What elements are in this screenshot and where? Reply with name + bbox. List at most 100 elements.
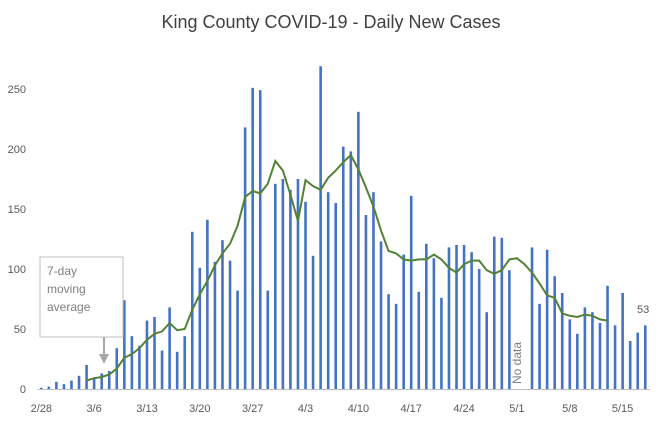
bar bbox=[274, 183, 277, 389]
bar bbox=[425, 243, 428, 389]
bar bbox=[258, 90, 262, 389]
bar bbox=[55, 381, 58, 389]
moving-average-callout: 7-day moving average bbox=[39, 256, 124, 364]
bar bbox=[251, 87, 254, 390]
bar bbox=[145, 320, 149, 389]
bar bbox=[281, 179, 285, 389]
bar bbox=[409, 195, 413, 389]
bar bbox=[560, 293, 564, 389]
bar bbox=[455, 245, 458, 389]
x-tick-label: 2/28 bbox=[31, 403, 52, 415]
bar bbox=[123, 300, 126, 389]
bar bbox=[364, 215, 368, 389]
bar bbox=[213, 261, 217, 389]
x-tick-label: 3/27 bbox=[242, 403, 263, 415]
bar bbox=[583, 307, 587, 389]
bar bbox=[591, 312, 594, 389]
bar-series bbox=[39, 66, 647, 390]
bar bbox=[304, 201, 307, 389]
bar bbox=[77, 375, 81, 389]
bar bbox=[636, 332, 640, 389]
x-tick-label: 3/13 bbox=[136, 403, 157, 415]
bar bbox=[440, 297, 443, 389]
x-tick-label: 5/8 bbox=[562, 403, 577, 415]
bar bbox=[70, 380, 73, 389]
y-tick-label: 200 bbox=[8, 144, 26, 156]
y-axis: 0 50 100 150 200 250 bbox=[8, 84, 26, 396]
bar bbox=[236, 290, 239, 389]
bar bbox=[530, 247, 534, 389]
y-tick-label: 100 bbox=[8, 264, 26, 276]
bar bbox=[175, 351, 179, 389]
bar bbox=[39, 387, 43, 389]
bar bbox=[349, 151, 353, 389]
bar bbox=[243, 127, 247, 390]
bar bbox=[447, 247, 451, 389]
callout-line-2: moving bbox=[47, 282, 86, 296]
bar bbox=[160, 350, 164, 389]
bar bbox=[138, 345, 141, 389]
chart-title: King County COVID-19 - Daily New Cases bbox=[161, 12, 500, 32]
callout-box bbox=[39, 256, 124, 338]
bar bbox=[266, 290, 270, 389]
x-tick-label: 5/15 bbox=[612, 403, 633, 415]
bar bbox=[628, 341, 632, 389]
bar bbox=[553, 276, 556, 389]
y-tick-label: 250 bbox=[8, 84, 26, 96]
bar bbox=[357, 111, 360, 390]
bar bbox=[183, 336, 187, 389]
bar bbox=[508, 270, 511, 389]
bar bbox=[402, 254, 405, 389]
bar bbox=[311, 255, 315, 389]
bar bbox=[613, 325, 617, 389]
bar bbox=[485, 312, 489, 389]
bar bbox=[606, 285, 609, 389]
bar bbox=[500, 237, 504, 389]
bar bbox=[372, 192, 375, 389]
callout-arrow-head bbox=[99, 354, 109, 364]
y-tick-label: 150 bbox=[8, 204, 26, 216]
bar bbox=[228, 260, 232, 389]
bar bbox=[289, 189, 292, 389]
bar bbox=[621, 293, 624, 389]
bar bbox=[568, 319, 572, 389]
bar bbox=[221, 240, 224, 389]
bar bbox=[492, 236, 496, 389]
bar bbox=[92, 378, 96, 389]
y-tick-label: 0 bbox=[20, 384, 26, 396]
bar bbox=[470, 252, 473, 389]
callout-line-1: 7-day bbox=[47, 264, 77, 278]
bar bbox=[198, 267, 202, 389]
bar bbox=[462, 245, 466, 389]
bar bbox=[417, 291, 421, 389]
bar bbox=[296, 179, 300, 389]
x-tick-label: 4/10 bbox=[348, 403, 369, 415]
bar bbox=[206, 219, 209, 389]
x-tick-label: 4/24 bbox=[453, 403, 474, 415]
no-data-label: No data bbox=[510, 342, 524, 384]
bar bbox=[62, 384, 66, 389]
bar bbox=[341, 146, 345, 389]
x-axis: 2/28 3/6 3/13 3/20 3/27 4/3 4/10 4/17 4/24 5/1 5/8… bbox=[31, 403, 634, 415]
bar bbox=[432, 258, 436, 389]
callout-line-3: average bbox=[47, 300, 91, 314]
bar bbox=[326, 192, 330, 389]
bar bbox=[394, 303, 398, 389]
x-tick-label: 4/17 bbox=[400, 403, 421, 415]
bar bbox=[130, 336, 134, 389]
bar bbox=[387, 294, 390, 389]
bar bbox=[153, 317, 156, 389]
moving-average-line bbox=[86, 153, 608, 382]
last-value-label: 53 bbox=[637, 304, 649, 316]
bar bbox=[477, 269, 481, 389]
x-tick-label: 3/20 bbox=[189, 403, 210, 415]
bar bbox=[545, 249, 549, 389]
x-tick-label: 3/6 bbox=[86, 403, 101, 415]
bar bbox=[319, 66, 322, 389]
y-tick-label: 50 bbox=[14, 324, 26, 336]
bar bbox=[100, 373, 103, 389]
x-tick-label: 4/3 bbox=[298, 403, 313, 415]
bar bbox=[85, 365, 88, 389]
